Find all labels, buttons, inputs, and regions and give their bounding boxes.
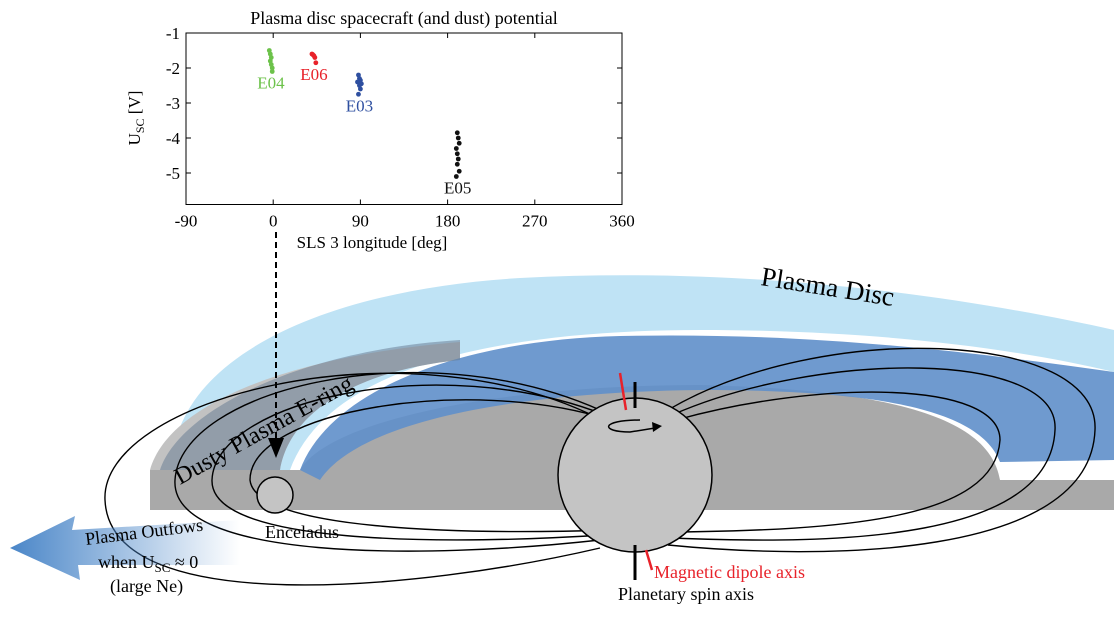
- y-tick-label: -2: [166, 59, 180, 78]
- point: [311, 52, 316, 57]
- y-tick-label: -1: [166, 24, 180, 43]
- figure: Plasma Disc Dusty Plasma E-ring Enceladu…: [0, 0, 1114, 620]
- series-label: E06: [300, 65, 327, 84]
- y-tick-label: -3: [166, 94, 180, 113]
- series-label: E05: [444, 179, 471, 198]
- point: [457, 169, 462, 174]
- point: [454, 146, 459, 151]
- outflow-label: when USC ≈ 0: [98, 552, 198, 575]
- diagram: Plasma Disc Dusty Plasma E-ring Enceladu…: [10, 232, 1114, 604]
- moon-label: Enceladus: [265, 522, 339, 542]
- point: [455, 162, 460, 167]
- chart-title: Plasma disc spacecraft (and dust) potent…: [250, 8, 557, 29]
- series-label: E03: [346, 96, 373, 115]
- chart: Plasma disc spacecraft (and dust) potent…: [125, 8, 635, 252]
- dipole-label: Magnetic dipole axis: [654, 562, 805, 582]
- x-tick-label: 180: [435, 212, 461, 231]
- x-tick-label: 0: [269, 212, 278, 231]
- outflow-text: when U: [98, 552, 155, 572]
- point: [457, 141, 462, 146]
- point: [456, 157, 461, 162]
- x-tick-label: 270: [522, 212, 548, 231]
- point: [455, 151, 460, 156]
- outflow-sub: SC: [155, 560, 171, 575]
- planet: [558, 398, 712, 552]
- y-tick-label: -5: [166, 164, 180, 183]
- x-tick-label: 90: [352, 212, 369, 231]
- x-axis-label: SLS 3 longitude [deg]: [297, 233, 448, 252]
- y-axis-sub: SC: [133, 118, 147, 133]
- x-tick-label: -90: [175, 212, 198, 231]
- y-tick-label: -4: [166, 129, 181, 148]
- y-axis-label: USC [V]: [125, 91, 147, 146]
- outflow-label: (large Ne): [110, 576, 183, 597]
- point: [455, 130, 460, 135]
- point: [456, 136, 461, 141]
- x-tick-label: 360: [609, 212, 635, 231]
- page: {"chart_data": {"type": "scatter", "titl…: [0, 0, 1114, 620]
- series-label: E04: [257, 74, 285, 93]
- dipole-axis-bottom: [646, 550, 652, 570]
- y-axis-main: U: [125, 133, 144, 145]
- point: [358, 87, 363, 92]
- plot-frame: [186, 33, 622, 205]
- spin-label: Planetary spin axis: [618, 584, 754, 604]
- outflow-text: ≈ 0: [170, 552, 198, 572]
- enceladus: [257, 477, 293, 513]
- y-axis-unit: [V]: [125, 91, 144, 119]
